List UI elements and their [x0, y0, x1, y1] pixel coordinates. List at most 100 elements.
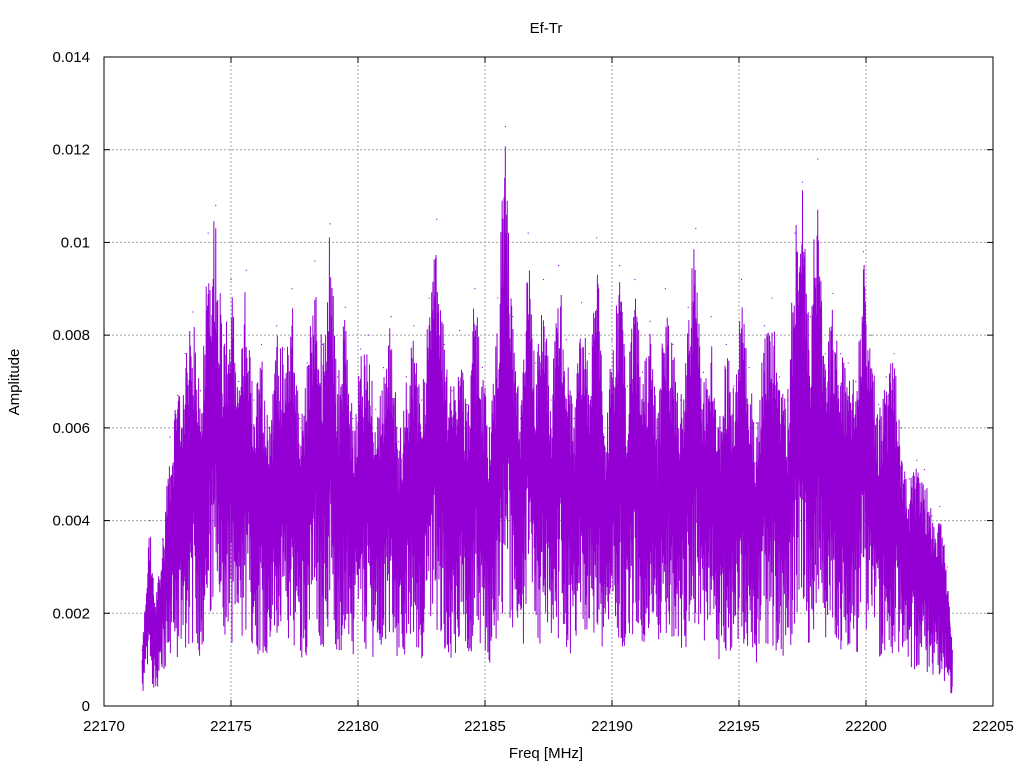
tick-labels: 22170 22175 22180 22185 22190 22195 22200 22205…	[52, 49, 1013, 735]
data-point	[375, 408, 377, 410]
x-tick-label: 22190	[591, 718, 633, 735]
x-axis-title: Freq [MHz]	[509, 745, 583, 762]
data-point	[634, 278, 636, 281]
data-point	[840, 353, 842, 355]
data-point	[870, 334, 872, 336]
data-point	[801, 181, 804, 183]
data-point	[436, 218, 438, 220]
y-tick-label: 0.012	[52, 142, 90, 159]
data-point	[199, 390, 202, 392]
data-point	[862, 251, 865, 253]
data-point	[141, 649, 143, 651]
data-point	[405, 376, 407, 378]
data-point	[459, 329, 461, 332]
data-point	[832, 292, 834, 295]
data-point	[786, 399, 788, 401]
data-point	[588, 353, 590, 355]
y-axis-title: Amplitude	[6, 349, 23, 416]
data-point	[398, 441, 400, 443]
data-point	[951, 649, 953, 651]
data-point	[542, 278, 545, 281]
data-point	[916, 459, 918, 461]
data-point	[573, 417, 575, 420]
x-tick-label: 22200	[845, 718, 887, 735]
data-point	[253, 399, 255, 401]
data-point	[733, 385, 735, 387]
data-point	[474, 288, 476, 290]
data-point	[428, 297, 430, 299]
data-point	[603, 436, 605, 438]
data-point	[641, 371, 644, 373]
data-point	[230, 278, 232, 281]
data-point	[702, 371, 705, 373]
data-point	[337, 376, 339, 378]
data-point	[443, 343, 445, 346]
data-point	[923, 468, 926, 471]
data-point	[939, 506, 941, 508]
data-point	[177, 394, 179, 397]
data-point	[192, 311, 194, 313]
data-point	[276, 325, 278, 327]
data-point	[558, 265, 560, 267]
data-point	[161, 538, 164, 540]
data-point	[321, 343, 324, 346]
data-point	[390, 316, 392, 318]
data-point	[718, 427, 720, 429]
data-point	[748, 366, 750, 369]
y-tick-label: 0.004	[52, 513, 90, 530]
data-point	[794, 232, 796, 234]
data-point	[489, 427, 491, 429]
data-point	[809, 316, 811, 318]
data-point	[329, 223, 331, 225]
data-point	[222, 334, 224, 336]
data-point	[695, 227, 697, 230]
data-point	[725, 343, 727, 346]
data-point	[504, 125, 506, 128]
data-point	[154, 603, 156, 605]
data-point	[619, 265, 621, 267]
data-point	[215, 204, 217, 206]
x-tick-label: 22180	[337, 718, 379, 735]
series-line	[141, 146, 953, 694]
y-tick-label: 0.014	[52, 49, 90, 66]
data-point	[679, 399, 682, 401]
chart-title: Ef-Tr	[530, 20, 563, 37]
data-point	[245, 269, 247, 271]
data-point	[756, 422, 758, 424]
data-point	[687, 306, 689, 308]
data-point	[352, 417, 354, 420]
data-point	[359, 348, 362, 350]
data-point	[710, 316, 712, 318]
data-point	[527, 232, 529, 234]
data-point	[740, 278, 743, 281]
y-tick-label: 0.006	[52, 420, 90, 437]
data-point	[306, 362, 308, 364]
data-point	[900, 427, 903, 429]
data-series	[141, 125, 953, 694]
x-tick-label: 22205	[972, 718, 1014, 735]
data-point	[298, 417, 301, 420]
y-tick-label: 0	[82, 698, 90, 715]
plot-frame	[103, 56, 994, 707]
x-tick-label: 22185	[464, 718, 506, 735]
data-point	[649, 320, 651, 322]
data-point	[382, 366, 384, 369]
data-point	[908, 478, 910, 480]
data-point	[946, 566, 948, 568]
data-point	[596, 237, 598, 239]
axis-ticks	[103, 56, 994, 707]
data-point	[763, 325, 766, 327]
data-point	[260, 343, 263, 346]
data-point	[565, 339, 567, 341]
data-point	[672, 343, 674, 346]
data-point	[207, 232, 209, 234]
data-point	[413, 325, 415, 327]
data-point	[847, 362, 849, 364]
data-point	[497, 297, 499, 299]
data-point	[885, 376, 887, 378]
x-tick-label: 22195	[718, 718, 760, 735]
data-point	[550, 399, 552, 401]
data-point	[779, 376, 781, 378]
data-point	[451, 390, 453, 392]
data-point	[268, 427, 270, 429]
